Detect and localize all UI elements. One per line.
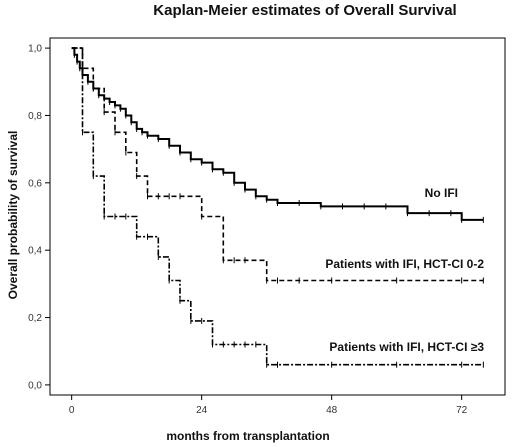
- plot-frame: [49, 37, 506, 396]
- y-tick-label: 0,2: [28, 313, 42, 324]
- x-axis-label: months from transplantation: [166, 429, 329, 443]
- y-tick-label: 0,8: [28, 111, 42, 122]
- series-label-3: Patients with IFI, HCT-CI ≥3: [329, 340, 484, 354]
- series-line-2: [71, 47, 484, 282]
- y-tick-label: 0,4: [28, 246, 42, 257]
- x-tick-label: 48: [326, 405, 338, 416]
- series-label-1: No IFI: [425, 186, 458, 200]
- y-tick-label: 1,0: [28, 44, 42, 55]
- series-label-2: Patients with IFI, HCT-CI 0-2: [325, 257, 484, 271]
- y-axis-label: Overall probability of survival: [6, 131, 20, 300]
- x-tick-label: 72: [456, 405, 468, 416]
- y-tick-label: 0,6: [28, 178, 42, 189]
- x-tick-label: 0: [69, 405, 75, 416]
- y-tick-label: 0,0: [28, 380, 42, 391]
- series-line-3: [71, 47, 484, 366]
- chart-title: Kaplan-Meier estimates of Overall Surviv…: [153, 2, 456, 19]
- x-tick-label: 24: [196, 405, 208, 416]
- series-line-1: [71, 47, 484, 221]
